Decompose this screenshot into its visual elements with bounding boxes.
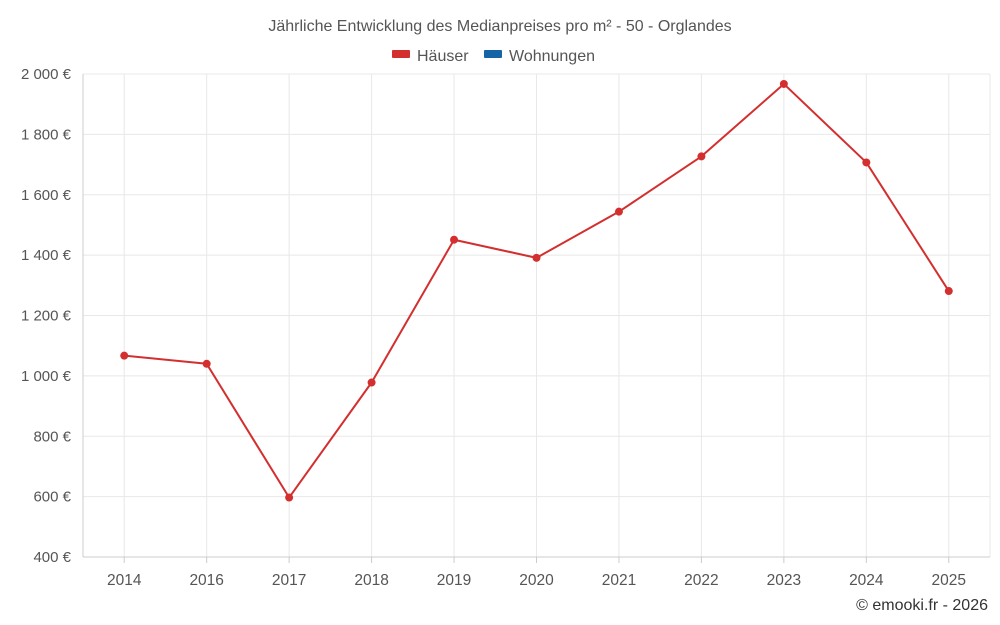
- x-tick-label: 2025: [932, 572, 966, 589]
- y-tick-label: 1 600 €: [21, 187, 72, 204]
- y-tick-label: 1 400 €: [21, 247, 72, 264]
- x-axis: 2014 2016 2017 2018 2019 2020 2021 2022 2023 2024…: [83, 556, 990, 589]
- chart-title: Jährliche Entwicklung des Medianpreises …: [268, 18, 731, 35]
- data-point[interactable]: [450, 235, 459, 244]
- x-tick-label: 2019: [437, 572, 471, 589]
- data-point[interactable]: [367, 378, 376, 387]
- y-tick-label: 1 000 €: [21, 368, 72, 385]
- legend-label-wohnungen[interactable]: Wohnungen: [509, 48, 595, 65]
- x-tick-label: 2016: [189, 572, 223, 589]
- data-point[interactable]: [202, 359, 211, 368]
- x-tick-label: 2024: [849, 572, 884, 589]
- y-tick-label: 400 €: [33, 549, 71, 566]
- x-tick-label: 2022: [684, 572, 718, 589]
- legend: Häuser Wohnungen: [392, 48, 595, 65]
- x-tick-label: 2014: [107, 572, 142, 589]
- legend-swatch-haeuser[interactable]: [392, 50, 410, 58]
- y-tick-label: 1 200 €: [21, 308, 72, 325]
- data-point[interactable]: [862, 158, 871, 167]
- y-axis: 400 € 600 € 800 € 1 000 € 1 200 € 1 400 € 1 60…: [21, 66, 84, 566]
- y-tick-label: 1 800 €: [21, 126, 72, 143]
- credit-text: © emooki.fr - 2026: [856, 597, 988, 614]
- grid: [83, 73, 991, 557]
- y-tick-label: 600 €: [33, 489, 71, 506]
- y-tick-label: 2 000 €: [21, 66, 72, 83]
- legend-swatch-wohnungen[interactable]: [484, 50, 502, 58]
- x-tick-label: 2018: [354, 572, 388, 589]
- data-point[interactable]: [614, 207, 623, 216]
- data-point[interactable]: [285, 493, 294, 502]
- legend-label-haeuser[interactable]: Häuser: [417, 48, 469, 65]
- x-tick-label: 2021: [602, 572, 636, 589]
- data-point[interactable]: [532, 253, 541, 262]
- x-tick-label: 2023: [767, 572, 801, 589]
- data-point[interactable]: [944, 287, 953, 296]
- data-point[interactable]: [779, 79, 788, 88]
- x-tick-label: 2017: [272, 572, 306, 589]
- y-tick-label: 800 €: [33, 428, 71, 445]
- data-point[interactable]: [120, 351, 129, 360]
- series: [120, 79, 953, 502]
- x-tick-label: 2020: [519, 572, 554, 589]
- data-point[interactable]: [697, 152, 706, 161]
